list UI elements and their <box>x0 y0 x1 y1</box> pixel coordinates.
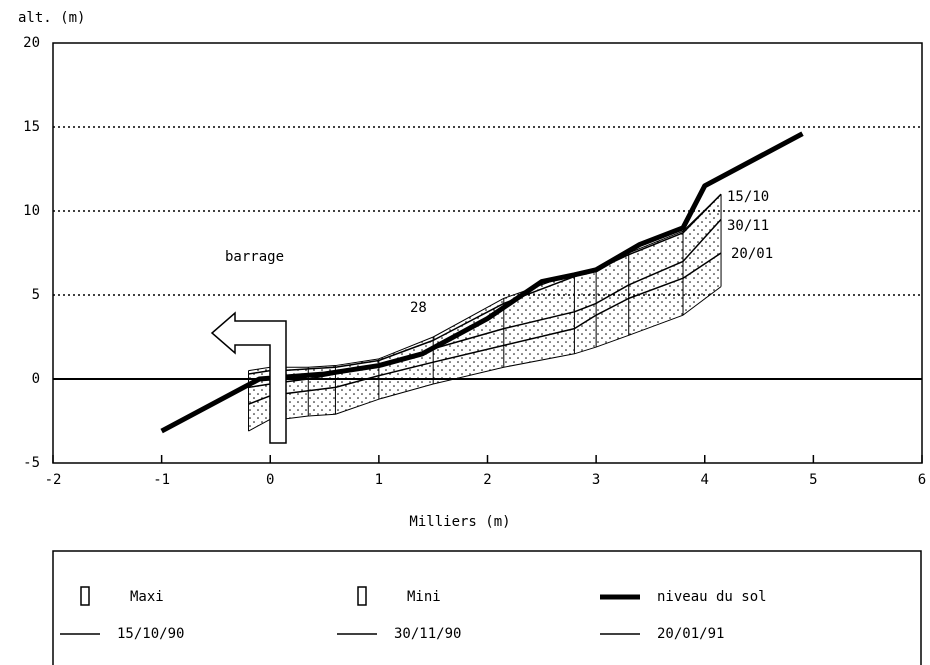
annotation: barrage <box>225 249 284 265</box>
x-tick-label: 1 <box>375 472 383 488</box>
x-tick-label: 6 <box>918 472 926 488</box>
x-tick-label: 2 <box>483 472 491 488</box>
legend-symbol <box>80 586 90 606</box>
legend-label: 15/10/90 <box>117 626 184 642</box>
y-tick-label: -5 <box>23 455 40 471</box>
legend-label: Mini <box>407 589 441 605</box>
plot-frame <box>52 42 923 464</box>
y-tick-label: 15 <box>23 119 40 135</box>
series-line <box>160 131 804 434</box>
annotation: 28 <box>410 300 427 316</box>
y-tick-label: 0 <box>32 371 40 387</box>
dam-arrow <box>210 311 287 444</box>
x-tick-label: 0 <box>266 472 274 488</box>
y-tick-label: 5 <box>32 287 40 303</box>
legend-label: niveau du sol <box>657 589 767 605</box>
x-tick-label: 3 <box>592 472 600 488</box>
x-tick-label: 4 <box>701 472 709 488</box>
y-tick-label: 10 <box>23 203 40 219</box>
annotation: 15/10 <box>727 189 769 205</box>
y-tick-label: 20 <box>23 35 40 51</box>
legend-label: Maxi <box>130 589 164 605</box>
x-tick-label: -1 <box>153 472 170 488</box>
legend-symbol <box>357 586 367 606</box>
x-axis-label: Milliers (m) <box>409 514 510 530</box>
annotation: 30/11 <box>727 218 769 234</box>
legend-box <box>52 550 922 665</box>
x-tick-label: -2 <box>45 472 62 488</box>
legend-label: 30/11/90 <box>394 626 461 642</box>
y-axis-label: alt. (m) <box>18 10 85 26</box>
annotation: 20/01 <box>731 246 773 262</box>
legend-label: 20/01/91 <box>657 626 724 642</box>
x-tick-label: 5 <box>809 472 817 488</box>
